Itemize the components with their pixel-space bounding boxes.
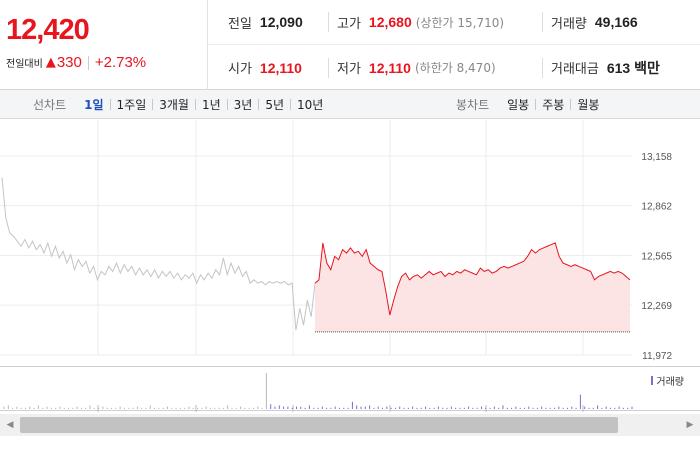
triangle-up-icon: ▲ [45, 55, 56, 70]
chevron-left-icon[interactable]: ◀ [6, 420, 14, 430]
candle-chart-title: 봉차트 [456, 98, 490, 112]
info-label: 전일 [228, 16, 252, 32]
change-rate: +2.73% [94, 54, 147, 71]
volume-chart[interactable]: 거래량 [0, 366, 700, 412]
quote-info-cell: 시가 12,110 [228, 58, 302, 78]
chevron-right-icon[interactable]: ▶ [686, 420, 694, 430]
quote-info-cell: 전일 12,090 [228, 12, 303, 32]
price-chart[interactable]: 13,158 12,862 12,565 12,269 11,972 [0, 120, 700, 366]
previous-day-line [1, 177, 316, 331]
info-label: 거래량 [551, 16, 587, 32]
line-chart-period-group: 선차트 1일 1주일 3개월 1년 3년 5년 10년 [33, 90, 329, 119]
period-tab-3m[interactable]: 3개월 [159, 98, 189, 112]
divider [535, 99, 537, 110]
change-label: 전일대비 [6, 59, 43, 70]
divider [226, 99, 228, 110]
info-sub: (하한가 8,470) [414, 61, 496, 75]
y-tick-label: 12,565 [641, 252, 672, 263]
today-price-line [314, 242, 631, 316]
info-value: 613 백만 [606, 59, 660, 76]
today-area-fill [315, 242, 630, 332]
info-value: 12,110 [259, 59, 302, 76]
price-chart-svg: 13,158 12,862 12,565 12,269 11,972 [0, 120, 672, 362]
quote-info-cell: 저가 12,110 (하한가 8,470) [328, 57, 496, 78]
change-amount: 330 [56, 54, 82, 71]
y-tick-label: 11,972 [642, 351, 672, 362]
price-block: 12,420 전일대비 ▲ 330 +2.73% [0, 0, 208, 90]
info-label: 시가 [228, 62, 252, 77]
divider [570, 99, 572, 110]
divider [258, 99, 260, 110]
period-tab-3y[interactable]: 3년 [233, 98, 253, 112]
volume-legend-label: 거래량 [656, 377, 684, 388]
period-tab-1y[interactable]: 1년 [201, 98, 221, 112]
quote-info-cell: 고가 12,680 (상한가 15,710) [328, 12, 504, 32]
divider [290, 99, 292, 110]
volume-chart-svg [3, 373, 633, 412]
candle-tab-weekly[interactable]: 주봉 [542, 98, 565, 112]
divider [152, 99, 154, 110]
volume-legend: 거래량 [651, 373, 684, 388]
divider [109, 99, 111, 110]
info-sub: (상한가 15,710) [415, 15, 505, 30]
candle-chart-group: 봉차트 일봉 주봉 월봉 [456, 90, 605, 119]
info-value: 12,110 [368, 59, 411, 76]
quote-info-cell: 거래량 49,166 [542, 12, 638, 32]
line-chart-title: 선차트 [33, 98, 67, 112]
period-tab-10y[interactable]: 10년 [297, 98, 324, 112]
candle-tab-monthly[interactable]: 월봉 [577, 98, 600, 112]
y-tick-label: 12,269 [641, 301, 672, 312]
period-tab-1d[interactable]: 1일 [84, 98, 104, 112]
scrollbar-thumb[interactable] [20, 417, 618, 433]
y-tick-label: 12,862 [641, 202, 672, 213]
quote-info-cell: 거래대금 613 백만 [542, 57, 660, 78]
period-tab-5y[interactable]: 5년 [265, 98, 285, 112]
candle-tab-daily[interactable]: 일봉 [507, 98, 530, 112]
info-label: 저가 [337, 62, 361, 77]
quote-info-row: 시가 12,110 저가 12,110 (하한가 8,470) 거래대금 613… [208, 45, 700, 90]
info-label: 거래대금 [551, 62, 599, 77]
quote-info-row: 전일 12,090 고가 12,680 (상한가 15,710) 거래량 49,… [208, 0, 700, 45]
divider [194, 99, 196, 110]
info-value: 12,680 [368, 14, 412, 30]
period-tab-1w[interactable]: 1주일 [116, 98, 147, 112]
chart-toolbar: 선차트 1일 1주일 3개월 1년 3년 5년 10년 봉차트 일봉 주봉 월봉 [0, 90, 700, 119]
info-value: 49,166 [594, 14, 638, 30]
divider [87, 55, 89, 70]
quote-header: 12,420 전일대비 ▲ 330 +2.73% 전일 12,090 고가 12… [0, 0, 700, 90]
y-tick-label: 13,158 [641, 152, 672, 163]
current-price: 12,420 [6, 14, 90, 46]
chart-scrollbar[interactable]: ◀ ▶ [0, 414, 700, 436]
info-value: 12,090 [259, 14, 303, 30]
legend-swatch [651, 376, 654, 385]
info-label: 고가 [337, 16, 361, 32]
change-row: 전일대비 ▲ 330 +2.73% [6, 54, 146, 71]
